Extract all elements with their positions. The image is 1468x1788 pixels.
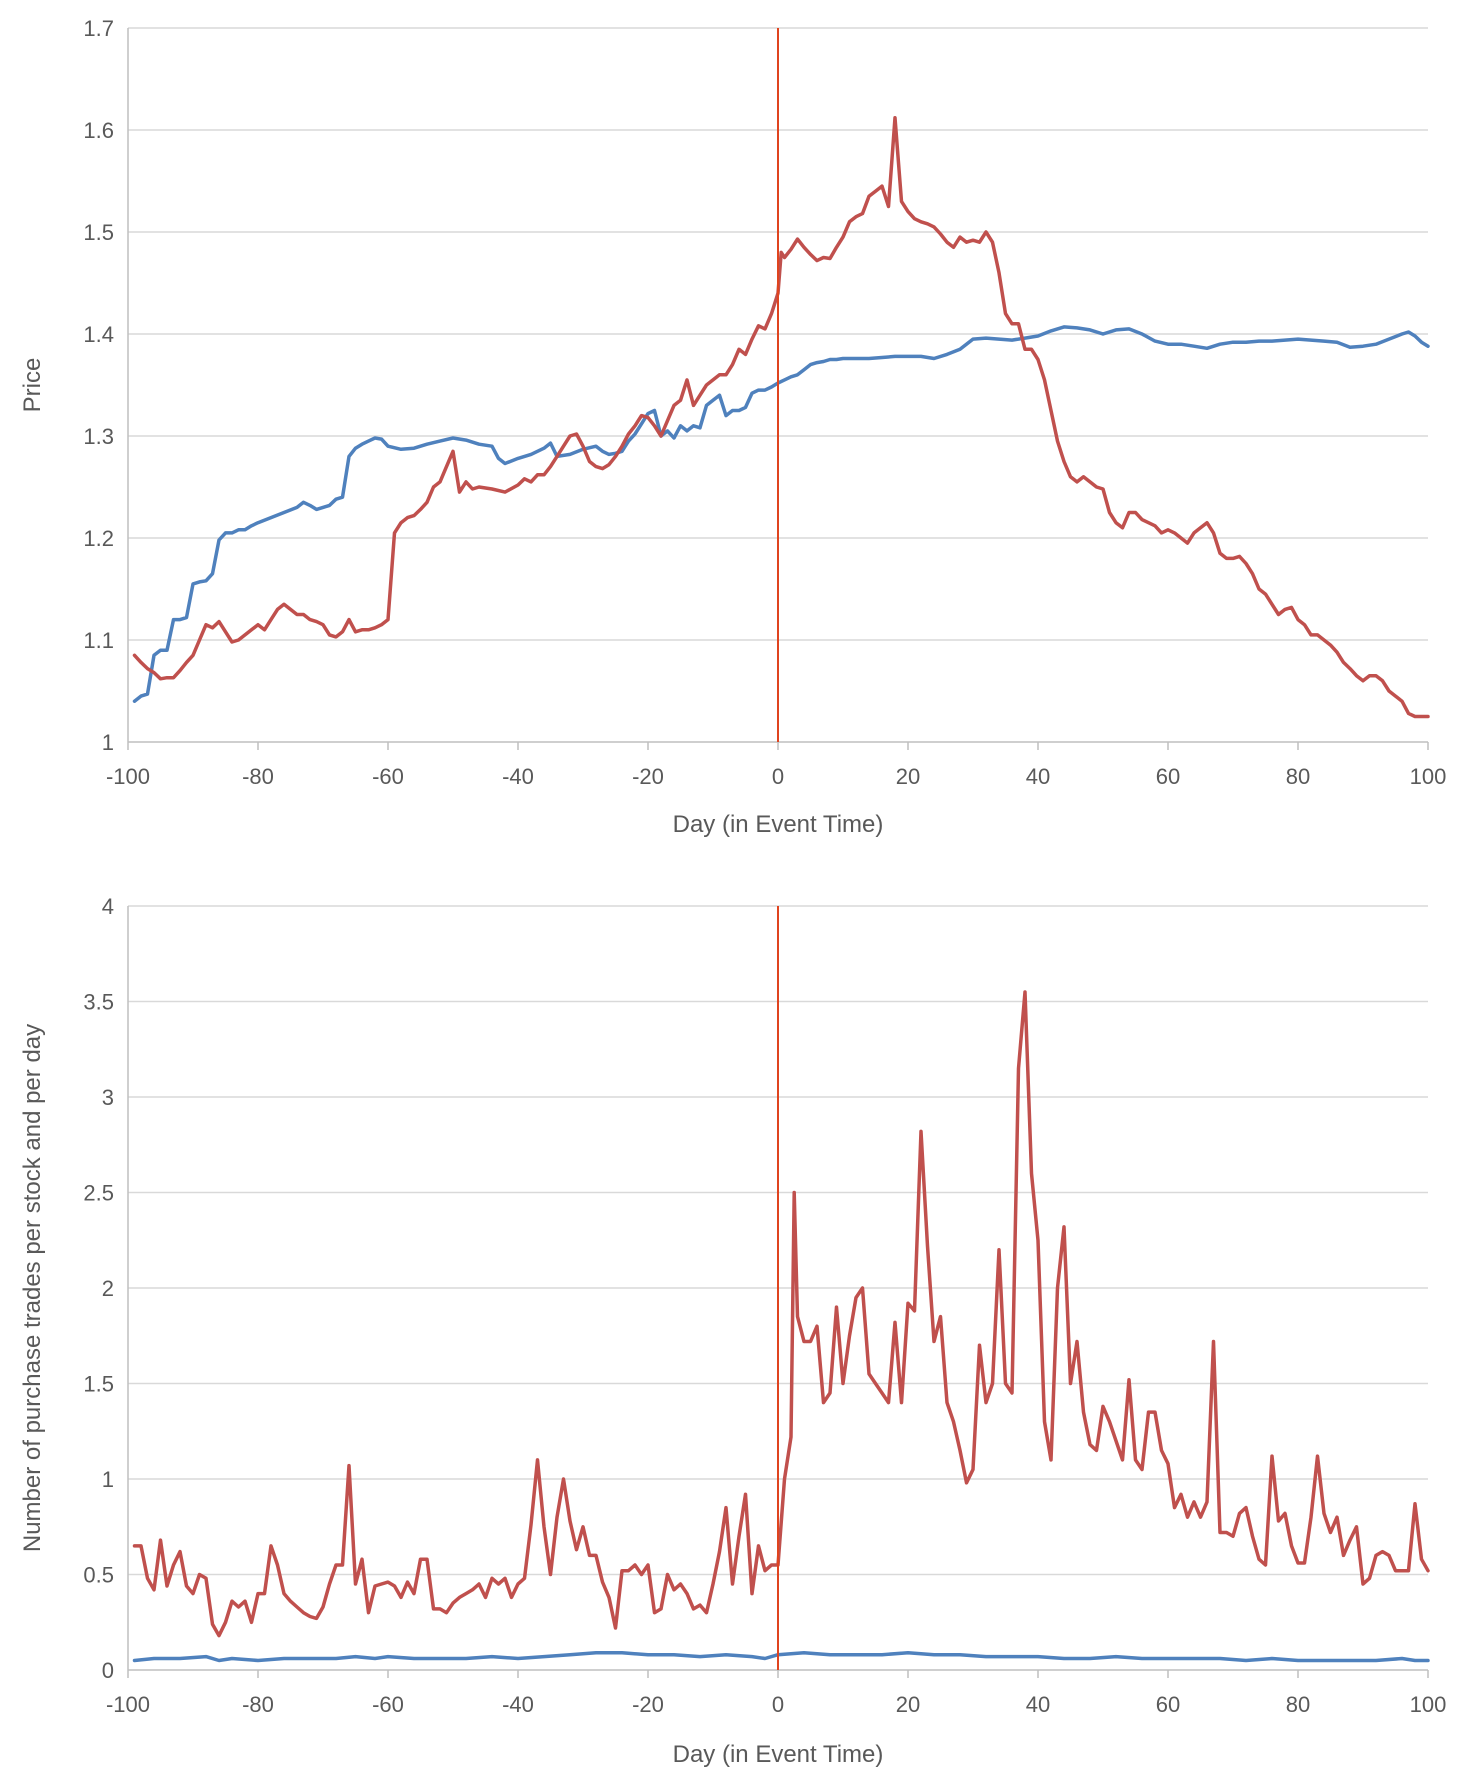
y-tick-label: 1.6 xyxy=(83,118,114,143)
x-tick-label: 0 xyxy=(772,764,784,789)
x-tick-label: 0 xyxy=(772,1692,784,1717)
x-tick-label: -60 xyxy=(372,764,404,789)
x-tick-label: -60 xyxy=(372,1692,404,1717)
y-tick-label: 3.5 xyxy=(83,990,114,1015)
x-tick-label: 60 xyxy=(1156,764,1180,789)
y-tick-label: 1.5 xyxy=(83,1372,114,1397)
series-line-1 xyxy=(132,116,1430,719)
y-tick-label: 3 xyxy=(102,1085,114,1110)
y-tick-label: 2 xyxy=(102,1276,114,1301)
x-tick-label: -100 xyxy=(106,764,150,789)
y-tick-label: 2.5 xyxy=(83,1181,114,1206)
x-tick-label: 40 xyxy=(1026,764,1050,789)
x-tick-label: 100 xyxy=(1410,764,1447,789)
y-tick-label: 1 xyxy=(102,730,114,755)
series-line-0 xyxy=(132,1651,1430,1663)
y-tick-label: 1.7 xyxy=(83,16,114,41)
y-tick-label: 1.2 xyxy=(83,526,114,551)
y-axis-title: Number of purchase trades per stock and … xyxy=(19,1024,46,1552)
series-line-1 xyxy=(132,990,1430,1638)
y-tick-label: 1.1 xyxy=(83,628,114,653)
x-tick-label: -20 xyxy=(632,1692,664,1717)
x-tick-label: 40 xyxy=(1026,1692,1050,1717)
y-tick-label: 1.5 xyxy=(83,220,114,245)
x-tick-label: -80 xyxy=(242,1692,274,1717)
y-tick-label: 1 xyxy=(102,1467,114,1492)
x-tick-label: 100 xyxy=(1410,1692,1447,1717)
x-tick-label: 20 xyxy=(896,1692,920,1717)
x-tick-label: -80 xyxy=(242,764,274,789)
x-tick-label: -40 xyxy=(502,1692,534,1717)
x-tick-label: -20 xyxy=(632,764,664,789)
series-line-0 xyxy=(132,325,1430,703)
x-tick-label: 20 xyxy=(896,764,920,789)
y-tick-label: 1.4 xyxy=(83,322,114,347)
y-tick-label: 0 xyxy=(102,1658,114,1683)
y-tick-label: 4 xyxy=(102,894,114,919)
price-chart: 1 1.1 1.2 1.3 1.4 1.5 1.6 1.7 -100 -80 -60 -40 -20 0 2… xyxy=(19,16,1447,838)
x-axis-title: Day (in Event Time) xyxy=(673,1741,884,1768)
purchase-trades-chart: 0 0.5 1 1.5 2 2.5 3 3.5 4 -100 -80 -60 -40 -20 0 20 40 60… xyxy=(19,894,1447,1768)
x-tick-label: 80 xyxy=(1286,1692,1310,1717)
y-tick-label: 1.3 xyxy=(83,424,114,449)
y-tick-label: 0.5 xyxy=(83,1563,114,1588)
x-tick-label: -100 xyxy=(106,1692,150,1717)
y-axis-title: Price xyxy=(19,358,46,413)
x-tick-label: 60 xyxy=(1156,1692,1180,1717)
x-tick-label: 80 xyxy=(1286,764,1310,789)
x-axis-title: Day (in Event Time) xyxy=(673,811,884,838)
x-tick-label: -40 xyxy=(502,764,534,789)
